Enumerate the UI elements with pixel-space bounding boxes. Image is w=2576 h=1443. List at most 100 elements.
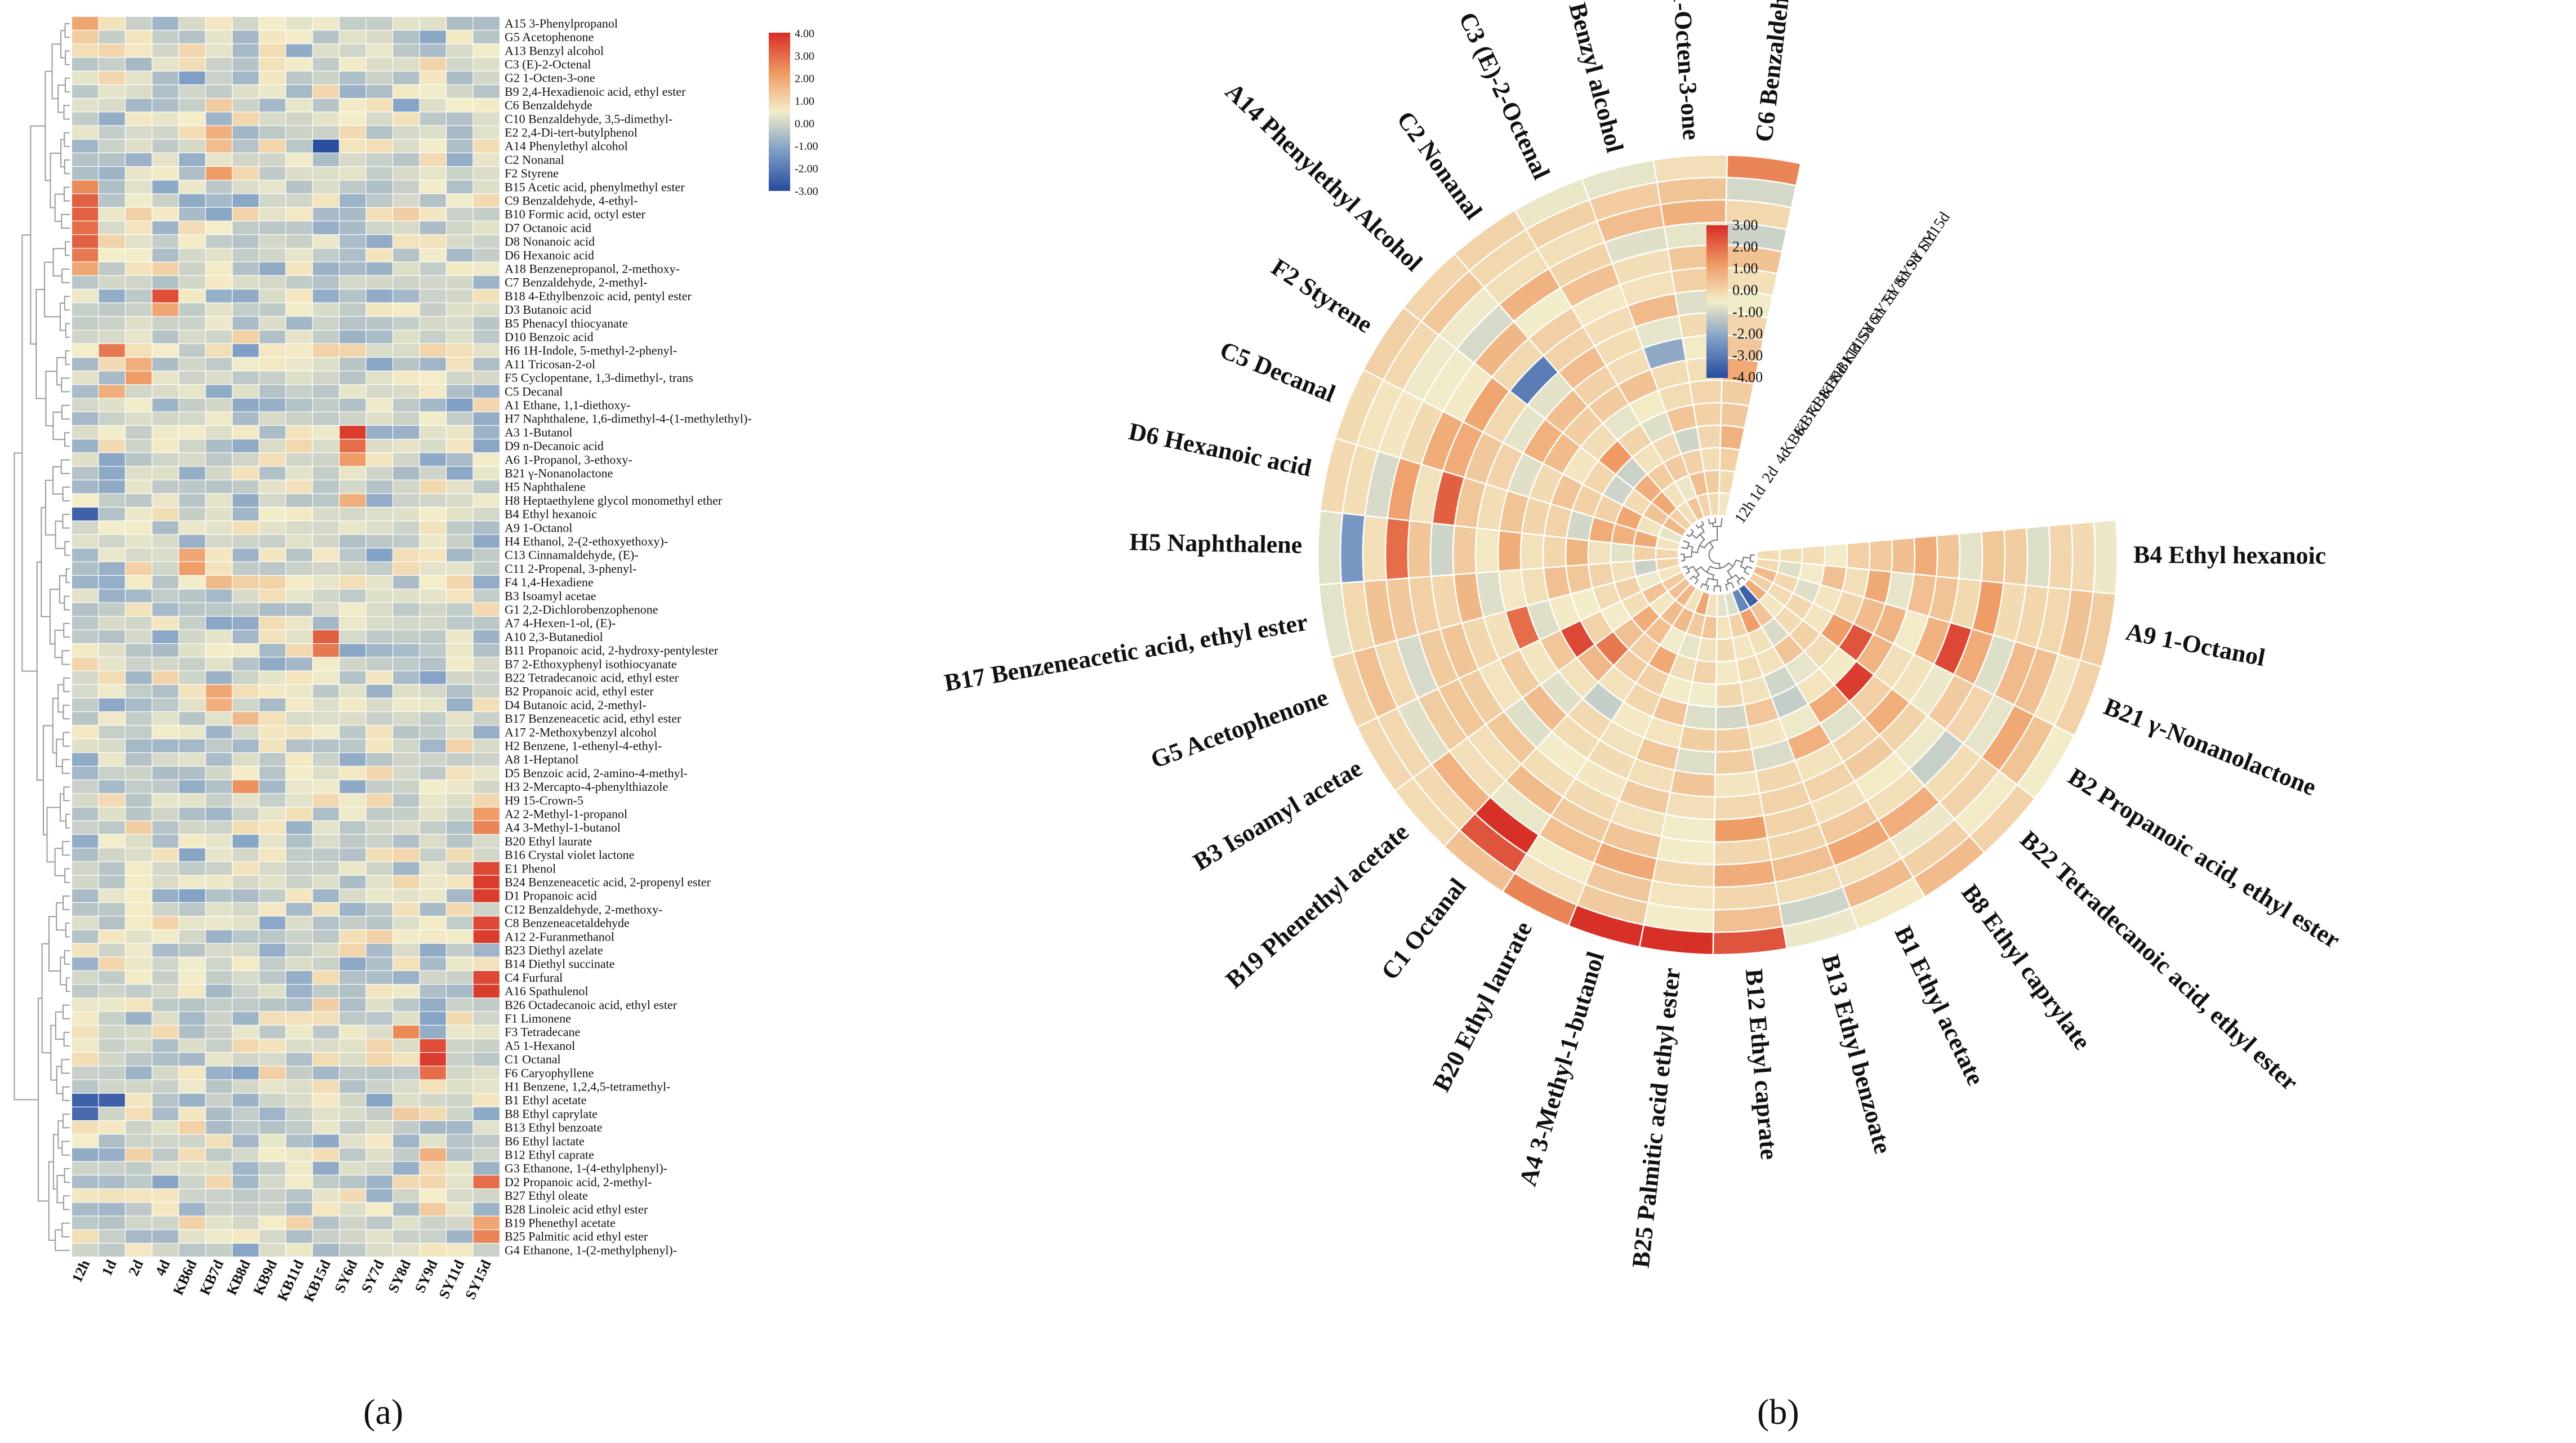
heatmap-cell — [420, 126, 446, 139]
heatmap-cell — [286, 167, 313, 180]
heatmap-cell — [366, 453, 393, 466]
colorbar-b-band — [1706, 327, 1728, 330]
heatmap-cell — [366, 1080, 393, 1093]
polar-cell — [1891, 537, 1916, 575]
heatmap-cell — [99, 943, 125, 957]
heatmap-cell — [179, 712, 206, 725]
heatmap-cell — [313, 794, 339, 807]
heatmap-cell — [447, 739, 473, 752]
heatmap-cell — [72, 576, 99, 589]
heatmap-cell — [340, 466, 366, 480]
heatmap-cell — [179, 521, 206, 535]
heatmap-cell — [99, 603, 125, 616]
sector-label: A4 3-Methyl-1-butanol — [1514, 948, 1610, 1189]
heatmap-cell — [179, 535, 206, 548]
heatmap-cell — [340, 330, 366, 344]
heatmap-cell — [420, 180, 446, 194]
heatmap-cell — [340, 576, 366, 589]
heatmap-cell — [473, 1121, 500, 1134]
heatmap-cell — [286, 630, 313, 643]
heatmap-cell — [340, 303, 366, 317]
heatmap-cell — [473, 848, 500, 862]
heatmap-cell — [286, 835, 313, 848]
heatmap-cell — [286, 1202, 313, 1216]
heatmap-cell — [99, 221, 125, 234]
heatmap-cell — [126, 344, 152, 357]
heatmap-cell — [126, 767, 152, 780]
heatmap-cell — [447, 275, 473, 289]
heatmap-cell — [473, 698, 500, 711]
heatmap-cell — [233, 521, 259, 535]
colorbar-a-tick: -1.00 — [795, 140, 818, 153]
dendrogram-branch — [59, 302, 66, 331]
heatmap-cell — [447, 603, 473, 616]
heatmap-cell — [99, 562, 125, 575]
heatmap-cell — [259, 1053, 286, 1066]
heatmap-cell — [420, 875, 446, 889]
row-label: G1 2,2-Dichlorobenzophenone — [505, 602, 658, 616]
heatmap-cell — [152, 943, 179, 957]
heatmap-cell — [179, 930, 206, 943]
heatmap-cell — [152, 207, 179, 221]
heatmap-cell — [126, 71, 152, 84]
sector-label: A13 Benzyl alcohol — [1551, 0, 1629, 155]
heatmap-cell — [286, 358, 313, 371]
heatmap-cell — [340, 1189, 366, 1202]
colorbar-b-band — [1706, 238, 1728, 241]
heatmap-cell — [393, 957, 420, 970]
polar-cell — [1699, 447, 1721, 473]
heatmap-cell — [126, 889, 152, 902]
heatmap-cell — [473, 207, 500, 221]
heatmap-cell — [366, 235, 393, 248]
heatmap-cell — [393, 644, 420, 657]
heatmap-cell — [286, 1053, 313, 1066]
heatmap-cell — [340, 371, 366, 385]
heatmap-cell — [366, 71, 393, 84]
sector-label: F2 Styrene — [1267, 253, 1378, 339]
heatmap-cell — [340, 535, 366, 548]
heatmap-cell — [259, 1230, 286, 1243]
heatmap-cell — [259, 903, 286, 916]
heatmap-cell — [233, 889, 259, 902]
heatmap-cell — [313, 317, 339, 330]
heatmap-cell — [340, 1148, 366, 1161]
colorbar-a-tick: 1.00 — [795, 95, 814, 108]
heatmap-cell — [420, 767, 446, 780]
heatmap-cell — [259, 167, 286, 180]
heatmap-cell — [152, 862, 179, 875]
heatmap-cell — [259, 807, 286, 821]
heatmap-cell — [286, 657, 313, 671]
heatmap-cell — [126, 30, 152, 44]
heatmap-cell — [72, 1189, 99, 1202]
dendrogram-branch — [64, 186, 70, 202]
heatmap-cell — [393, 630, 420, 643]
heatmap-cell — [286, 562, 313, 575]
colorbar-b-band — [1706, 324, 1728, 327]
heatmap-cell — [259, 1244, 286, 1257]
heatmap-cell — [206, 453, 232, 466]
heatmap-cell — [393, 1189, 420, 1202]
heatmap-cell — [340, 916, 366, 930]
heatmap-cell — [179, 235, 206, 248]
heatmap-cell — [393, 207, 420, 221]
heatmap-cell — [340, 494, 366, 507]
heatmap-cell — [233, 698, 259, 711]
heatmap-cell — [420, 139, 446, 153]
sector-label: B4 Ethyl hexanoic — [2133, 541, 2327, 569]
heatmap-cell — [447, 521, 473, 535]
heatmap-cell — [99, 262, 125, 275]
heatmap-cell — [366, 194, 393, 207]
heatmap-cell — [473, 1066, 500, 1080]
heatmap-cell — [126, 916, 152, 930]
heatmap-cell — [99, 466, 125, 480]
heatmap-cell — [179, 139, 206, 153]
row-label: A9 1-Octanol — [505, 520, 572, 535]
dendrogram-branch — [61, 268, 70, 283]
heatmap-cell — [286, 453, 313, 466]
heatmap-cell — [99, 794, 125, 807]
heatmap-cell — [206, 1161, 232, 1175]
colorbar-b-band — [1706, 342, 1728, 345]
dendrogram-branch — [36, 562, 44, 781]
polar-cell — [1429, 522, 1456, 577]
heatmap-cell — [259, 848, 286, 862]
